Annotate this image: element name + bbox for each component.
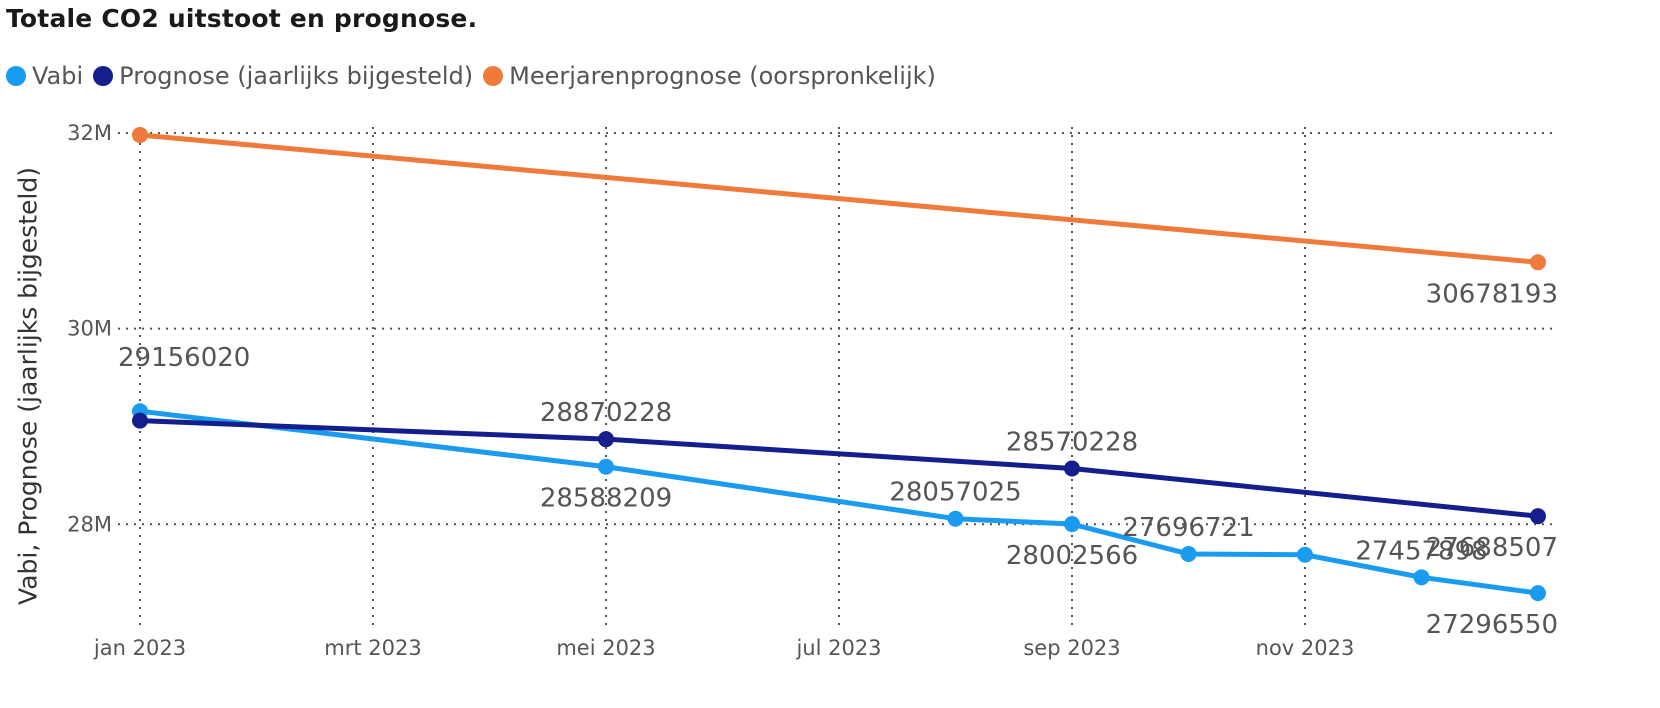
x-tick-label-5: nov 2023 (1256, 636, 1355, 660)
series-1-point-1 (598, 431, 614, 448)
x-tick-label-2: mei 2023 (556, 636, 655, 660)
data-label-0-7: 27296550 (1426, 610, 1558, 640)
y-tick-label-1: 30M (67, 317, 112, 341)
legend-dot-vabi (6, 66, 26, 86)
y-tick-label-0: 28M (67, 512, 112, 536)
series-1-point-3 (1530, 508, 1546, 525)
series-0-point-6 (1413, 569, 1430, 586)
x-tick-label-3: jul 2023 (795, 636, 881, 660)
series-2-point-0 (132, 126, 148, 143)
data-label-1-3: 27688507 (1426, 533, 1558, 563)
series-line-1 (139, 418, 1539, 519)
legend-dot-prognose (93, 66, 114, 86)
legend-label-meerjarenprognose: Meerjarenprognose (oorspronkelijk) (509, 62, 936, 90)
series-line-0 (139, 408, 1539, 596)
series-0-point-2 (947, 510, 964, 527)
data-label-0-3: 28002566 (1006, 541, 1138, 571)
data-label-0-2: 28057025 (889, 478, 1021, 508)
series-0-point-3 (1064, 516, 1080, 533)
series-0-point-4 (1180, 545, 1197, 562)
series-line-2 (139, 132, 1539, 265)
series-1-point-0 (132, 412, 148, 429)
data-label-0-1: 28588209 (540, 484, 672, 514)
chart-title: Totale CO2 uitstoot en prognose. (6, 4, 478, 33)
y-tick-label-2: 32M (67, 121, 112, 145)
legend-item-prognose[interactable]: Prognose (jaarlijks bijgesteld) (93, 62, 473, 90)
series-0-point-1 (598, 458, 614, 475)
data-label-0-4: 27696721 (1122, 513, 1254, 543)
data-label-0-6: 27457898 (1355, 536, 1487, 566)
x-tick-label-0: jan 2023 (93, 636, 186, 660)
legend-label-prognose: Prognose (jaarlijks bijgesteld) (119, 62, 474, 90)
data-label-1-2: 28570228 (1006, 428, 1138, 458)
data-label-1-1: 28870228 (540, 398, 672, 428)
series-0-point-5 (1297, 546, 1313, 563)
series-0-point-7 (1530, 585, 1546, 602)
x-tick-label-1: mrt 2023 (324, 636, 421, 660)
data-label-0-0: 29156020 (118, 343, 250, 373)
legend-label-vabi: Vabi (32, 62, 84, 90)
series-1-point-2 (1064, 460, 1080, 477)
series-2-point-1 (1530, 254, 1546, 271)
legend: Vabi Prognose (jaarlijks bijgesteld) Mee… (6, 62, 946, 90)
legend-item-meerjarenprognose[interactable]: Meerjarenprognose (oorspronkelijk) (483, 62, 936, 90)
x-tick-label-4: sep 2023 (1023, 636, 1120, 660)
legend-dot-meerjarenprognose (483, 66, 504, 86)
legend-item-vabi[interactable]: Vabi (6, 62, 83, 90)
data-label-2-1: 30678193 (1426, 279, 1558, 309)
